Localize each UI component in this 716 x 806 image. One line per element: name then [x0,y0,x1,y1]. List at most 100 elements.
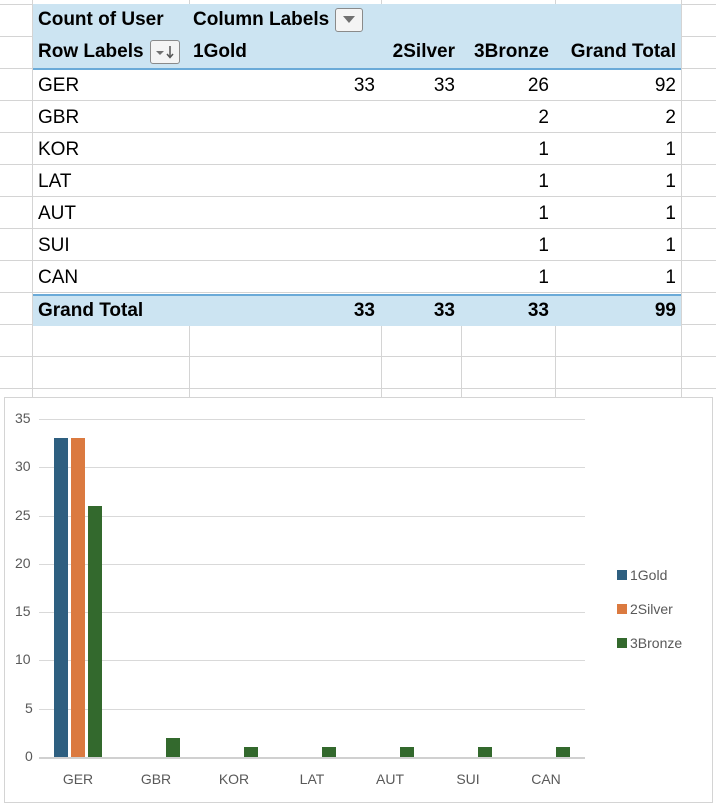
header-3bronze: 3Bronze [474,41,549,62]
header-1gold: 1Gold [193,41,247,62]
gridline [39,709,585,710]
table-row[interactable]: LAT 1 1 [33,166,681,198]
cell-total: 1 [665,139,676,160]
row-labels-text: Row Labels [38,41,144,62]
bar-3bronze-can[interactable] [556,747,570,757]
cell-silver [381,198,461,230]
bar-3bronze-kor[interactable] [244,747,258,757]
y-axis-tick-label: 5 [25,700,33,716]
gridline [39,660,585,661]
legend-item-3bronze[interactable]: 3Bronze [617,626,682,660]
cell-total: 1 [665,203,676,224]
column-line [32,0,33,400]
column-line [189,0,190,4]
header-2silver: 2Silver [392,41,455,62]
y-axis-tick-label: 10 [15,651,31,667]
grand-total-total: 99 [654,300,676,321]
x-axis-category-label: AUT [376,771,404,787]
row-line [0,164,716,165]
row-label: GER [38,75,80,96]
table-row[interactable]: GBR 2 2 [33,102,681,134]
cell-bronze: 26 [527,75,549,96]
chart-legend[interactable]: 1Gold 2Silver 3Bronze [617,558,682,660]
legend-label: 1Gold [630,567,668,583]
cell-bronze: 2 [538,107,549,128]
cell-bronze: 1 [538,203,549,224]
cell-bronze: 1 [538,171,549,192]
table-row[interactable]: KOR 1 1 [33,134,681,166]
column-labels-text: Column Labels [193,9,330,30]
cell-total: 1 [665,171,676,192]
y-axis-tick-label: 30 [15,458,31,474]
gridline [39,467,585,468]
bar-2silver-ger[interactable] [71,438,85,757]
row-line [0,292,716,293]
header-grand-total: Grand Total [570,41,676,62]
y-axis-tick-label: 25 [15,507,31,523]
cell-gold [189,102,381,134]
cell-total: 1 [665,267,676,288]
cell-silver [381,230,461,262]
legend-swatch-icon [617,604,627,614]
pivot-chart[interactable]: 0 5 10 15 20 25 30 35 GER GBR KOR LAT AUT SUI CAN 1Gol… [4,397,713,803]
grand-total-row[interactable]: Grand Total 33 33 33 99 [33,294,681,326]
column-line [461,324,462,400]
x-axis-category-label: KOR [218,771,250,787]
gridline [39,419,585,420]
row-labels-header[interactable]: Row Labels [33,36,189,68]
row-line [0,132,716,133]
bar-3bronze-gbr[interactable] [166,738,180,757]
x-axis-category-label: CAN [531,771,561,787]
column-line [381,0,382,4]
column-line [381,324,382,400]
gridline [39,516,585,517]
x-axis-category-label: LAT [299,771,325,787]
cell-silver: 33 [433,75,455,96]
cell-total: 92 [654,75,676,96]
row-label: GBR [38,107,80,128]
column-line [189,324,190,400]
table-row[interactable]: GER 33 33 26 92 [33,70,681,102]
column-filter-dropdown-button[interactable] [335,8,364,32]
column-line [555,0,556,4]
x-axis-category-label: GBR [140,771,172,787]
column-line [681,0,682,400]
y-axis-tick-label: 35 [15,410,31,426]
row-label: SUI [38,235,70,256]
bar-3bronze-sui[interactable] [478,747,492,757]
legend-item-2silver[interactable]: 2Silver [617,592,682,626]
cell-bronze: 1 [538,267,549,288]
legend-item-1gold[interactable]: 1Gold [617,558,682,592]
cell-total: 1 [665,235,676,256]
x-axis-category-label: GER [62,771,94,787]
row-line [0,100,716,101]
dropdown-arrow-icon [343,16,356,23]
row-filter-sort-button[interactable] [149,40,180,64]
row-line [0,388,716,389]
legend-label: 2Silver [630,601,673,617]
row-label: LAT [38,171,72,192]
cell-gold [189,230,381,262]
y-axis-tick-label: 15 [15,603,31,619]
legend-label: 3Bronze [630,635,683,651]
row-line [0,228,716,229]
pivot-table[interactable]: Count of User Column Labels Row Labels 1… [33,4,681,326]
bar-3bronze-ger[interactable] [88,506,102,757]
grand-total-gold: 33 [353,300,375,321]
cell-total: 2 [665,107,676,128]
table-row[interactable]: AUT 1 1 [33,198,681,230]
bar-3bronze-lat[interactable] [322,747,336,757]
cell-gold [189,262,381,294]
row-line [0,356,716,357]
bar-1gold-ger[interactable] [54,438,68,757]
column-labels-header[interactable]: Column Labels [193,4,364,36]
legend-swatch-icon [617,570,627,580]
cell-gold [189,166,381,198]
table-row[interactable]: SUI 1 1 [33,230,681,262]
row-label: CAN [38,267,79,288]
table-row[interactable]: CAN 1 1 [33,262,681,294]
value-field-label[interactable]: Count of User [38,9,164,30]
bar-3bronze-aut[interactable] [400,747,414,757]
filter-sort-descending-icon [155,46,174,59]
y-axis-tick-label: 20 [15,555,31,571]
